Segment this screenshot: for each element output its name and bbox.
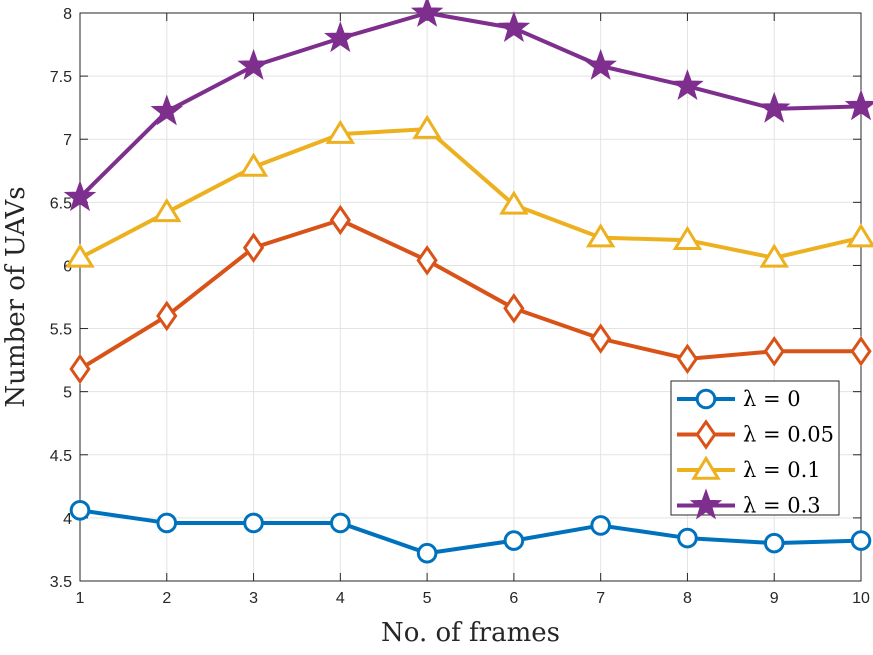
data-point [671,69,704,101]
data-point [499,190,529,215]
data-point [503,530,525,551]
legend-marker [691,455,721,480]
data-point [63,180,97,212]
x-tick-label: 4 [336,590,345,607]
y-tick-label: 6.5 [50,195,72,212]
x-tick-label: 9 [770,590,779,607]
legend-entry: λ = 0.1 [677,455,821,482]
series-3 [63,0,873,212]
data-point [672,225,703,250]
y-tick-label: 7 [63,132,72,149]
data-point [416,542,438,564]
data-point [65,243,95,268]
x-tick-label: 6 [509,590,518,607]
series-2 [65,114,873,268]
data-point [844,89,873,121]
data-point [850,335,872,367]
legend-label: λ = 0.3 [743,494,821,518]
y-tick-label: 7.5 [50,69,72,86]
data-point [757,91,791,123]
data-point [846,223,873,248]
x-axis-ticks: 1 2 3 4 5 6 7 8 9 10 [76,13,870,607]
legend-label: λ = 0.05 [743,423,834,447]
legend-entry: λ = 0 [677,387,801,411]
data-point [150,94,184,126]
legend-entry: λ = 0.3 [677,488,821,520]
data-point [325,119,356,144]
x-tick-label: 2 [162,590,171,607]
y-tick-label: 5 [63,385,72,402]
data-point [156,512,178,534]
series-group [63,0,873,564]
data-point [242,232,265,264]
legend-label: λ = 0 [743,387,801,411]
data-point [330,512,351,534]
data-point [237,48,270,80]
data-point [677,527,698,549]
legend-marker [695,388,717,410]
y-tick-label: 4 [63,511,72,528]
plot-area-frame [79,12,862,582]
data-point [69,500,91,521]
x-axis-title: No. of frames [381,618,560,648]
y-tick-label: 5.5 [50,322,72,339]
data-point [763,335,785,367]
legend-marker [689,488,723,520]
data-point [497,11,531,42]
data-point [590,323,612,354]
data-point [416,245,438,276]
legend: λ = 0 λ = 0.05 λ = 0.1 λ = 0.3 [670,380,840,520]
data-point [152,198,182,223]
legend-entry: λ = 0.05 [677,419,834,450]
y-tick-label: 3.5 [50,574,72,591]
y-tick-label: 4.5 [50,448,72,465]
series-0 [69,500,872,564]
x-tick-label: 5 [423,590,432,607]
data-point [584,48,617,80]
x-tick-label: 7 [596,590,605,607]
data-point [238,152,269,177]
data-point [850,530,872,551]
data-point [590,515,611,536]
y-axis-title: Number of UAVs [1,186,31,407]
series-line [79,127,862,260]
x-tick-label: 1 [76,590,85,607]
legend-marker [695,419,717,450]
data-point [759,243,789,268]
data-point [243,512,264,534]
data-point [410,0,444,27]
legend-label: λ = 0.1 [743,458,821,482]
data-point [763,532,785,554]
y-tick-label: 8 [63,6,72,23]
x-tick-label: 8 [683,590,692,607]
data-point [585,223,616,248]
series-line [78,11,862,199]
data-point [412,114,442,139]
data-point [503,293,525,324]
data-point [156,300,178,332]
data-point [324,21,357,53]
series-line [78,218,861,371]
data-point [69,353,91,385]
data-point [676,343,699,375]
x-tick-label: 3 [249,590,258,607]
data-point [329,204,351,236]
series-1 [69,204,872,385]
series-line [79,508,862,556]
x-tick-label: 10 [852,590,870,607]
